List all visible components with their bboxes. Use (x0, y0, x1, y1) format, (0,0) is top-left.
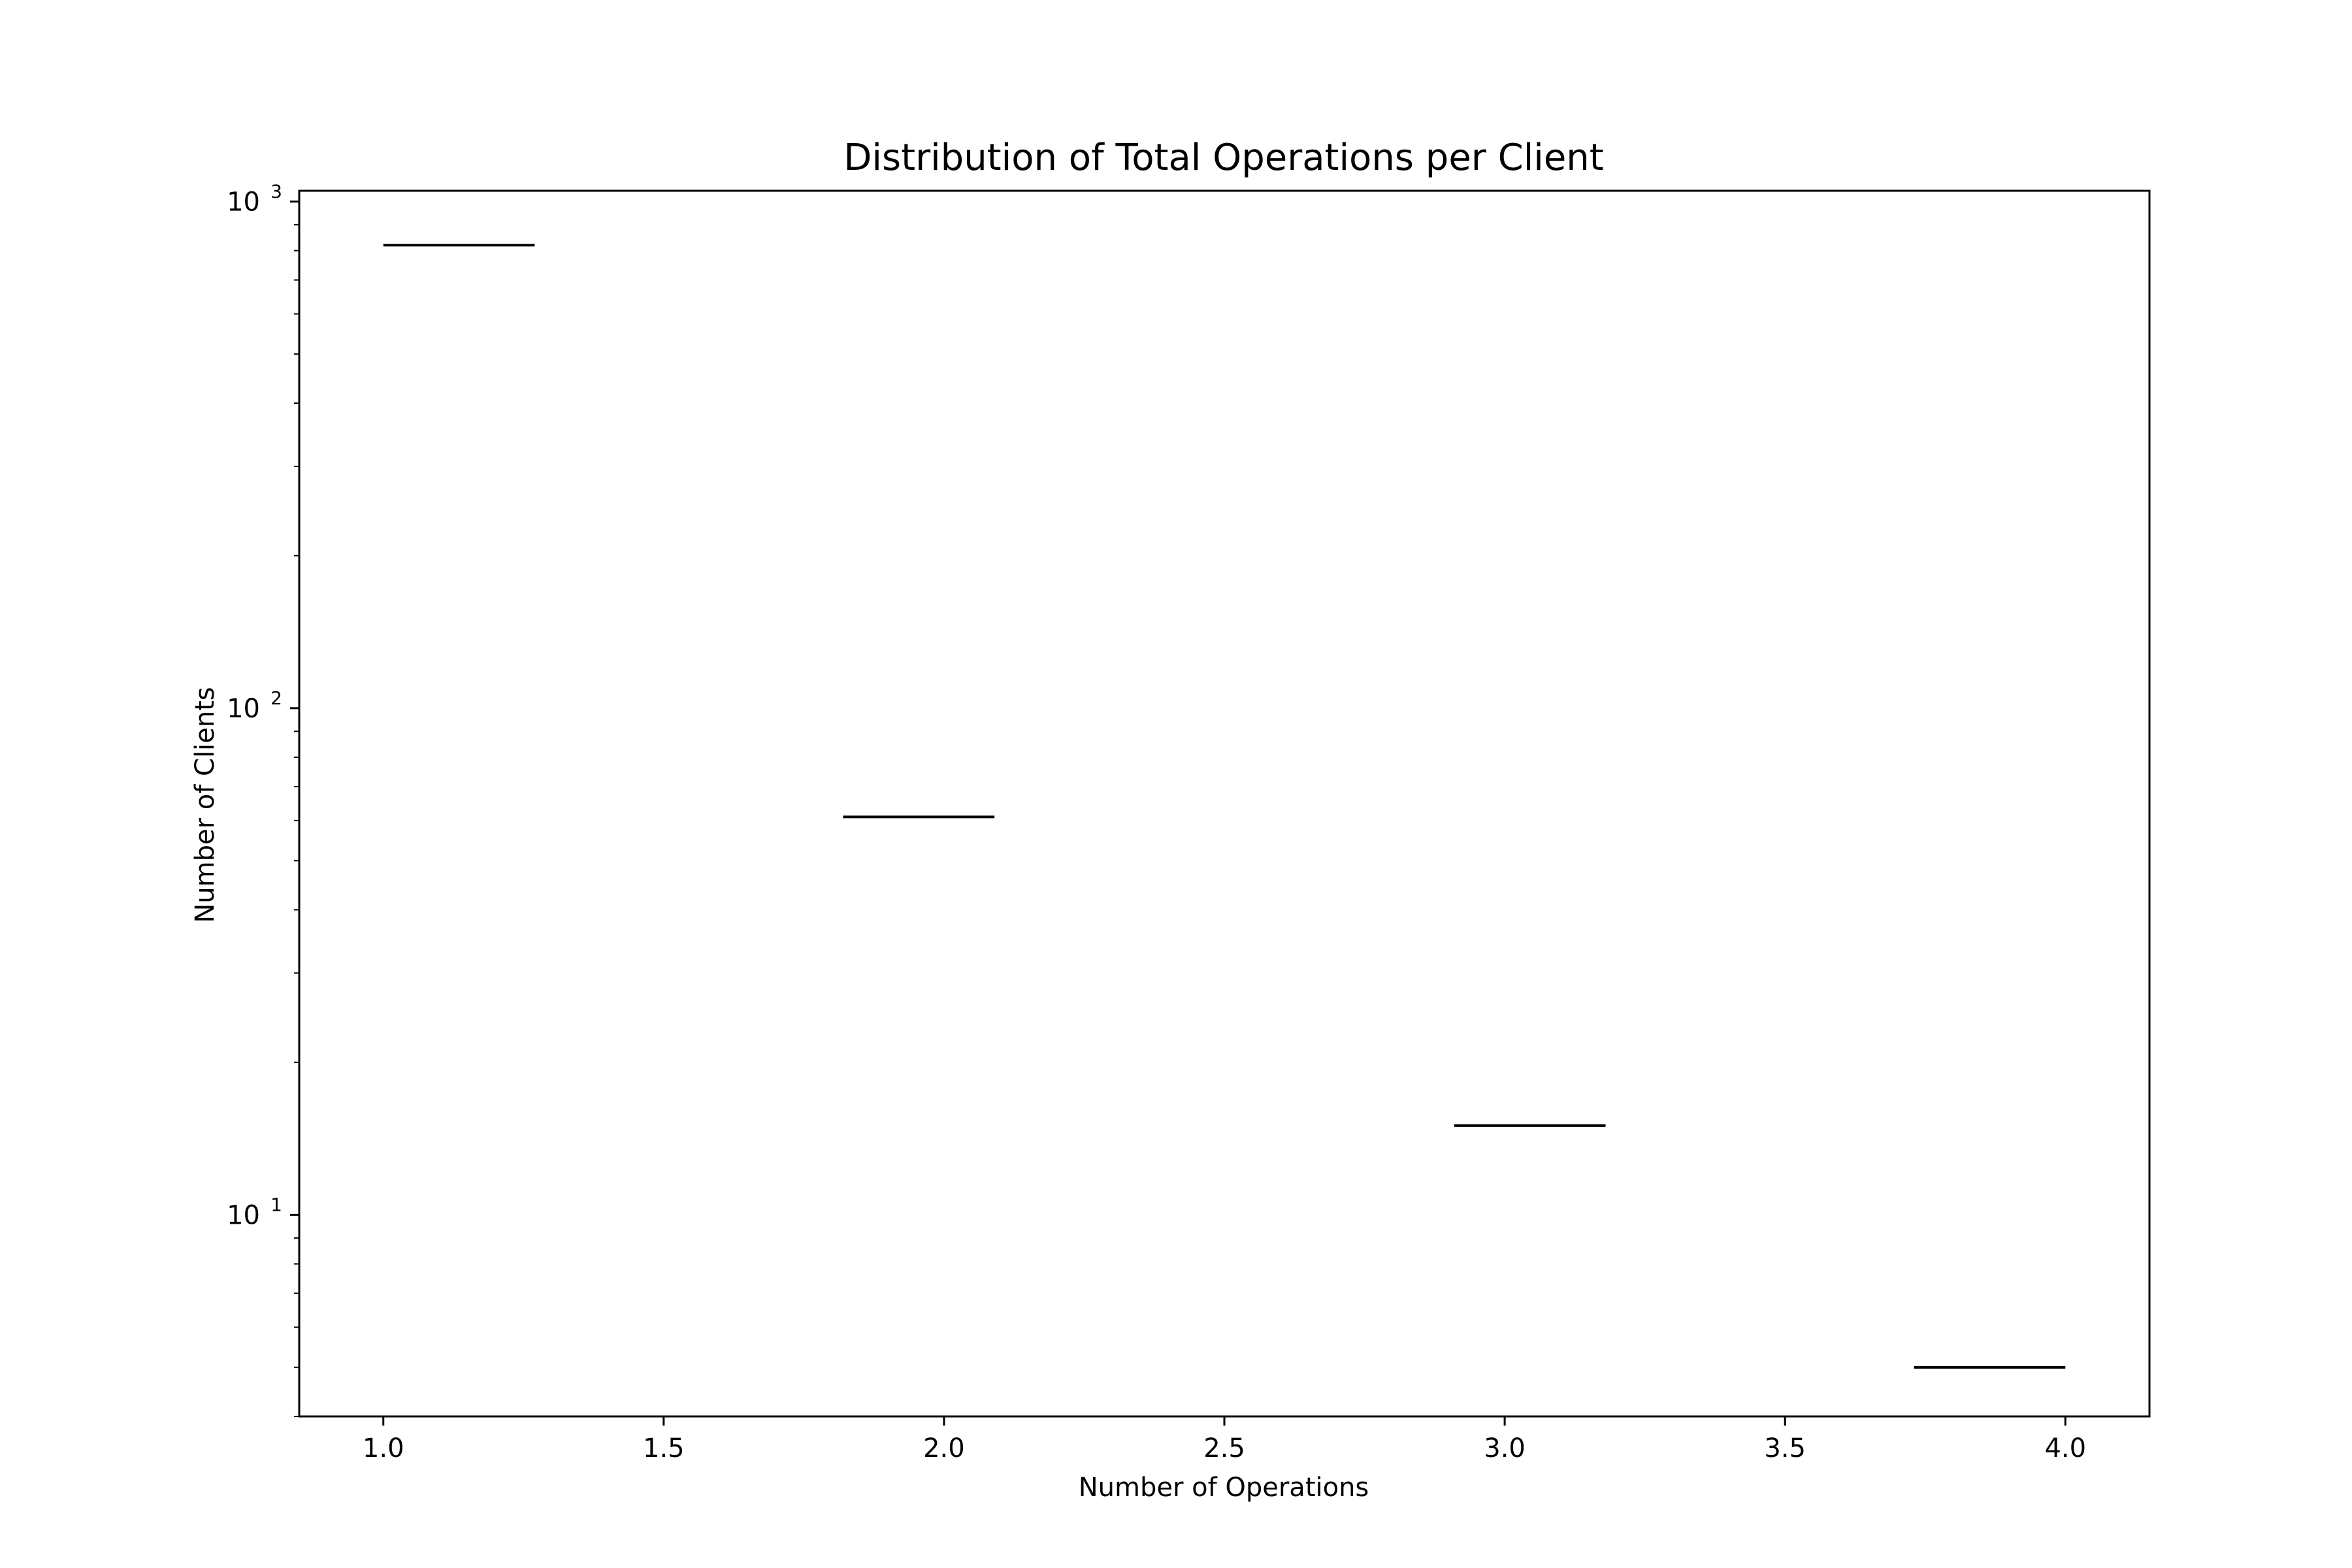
y-tick-exponent: 2 (270, 687, 282, 709)
y-tick-label: 10 (227, 1200, 260, 1230)
x-tick-label: 1.5 (643, 1433, 685, 1463)
x-axis-label: Number of Operations (1079, 1473, 1369, 1503)
histogram-bar (843, 815, 995, 1416)
bar-body (1914, 1367, 2066, 1416)
plot-area: 1.0 1.5 2.0 2.5 3.0 3.5 4.0 10 1 10 2 10 3 (227, 180, 2151, 1463)
x-tick-label: 2.5 (1203, 1433, 1245, 1463)
bar-body (843, 817, 995, 1416)
bar-body (383, 245, 535, 1417)
x-tick-label: 3.0 (1484, 1433, 1526, 1463)
x-tick-label: 2.0 (923, 1433, 965, 1463)
x-tick-label: 4.0 (2044, 1433, 2086, 1463)
histogram-bar (383, 244, 535, 1417)
x-tick-label: 3.5 (1764, 1433, 1806, 1463)
y-tick-label: 10 (227, 187, 260, 217)
bar-body (1454, 1125, 1606, 1416)
y-axis-label: Number of Clients (190, 687, 220, 923)
histogram-bar (1454, 1124, 1606, 1416)
y-tick-label: 10 (227, 694, 260, 724)
x-tick-label: 1.0 (363, 1433, 404, 1463)
y-tick-exponent: 3 (270, 180, 282, 202)
chart-title: Distribution of Total Operations per Cli… (843, 137, 1603, 179)
histogram-bar (1914, 1365, 2066, 1416)
y-tick-exponent: 1 (270, 1194, 282, 1215)
